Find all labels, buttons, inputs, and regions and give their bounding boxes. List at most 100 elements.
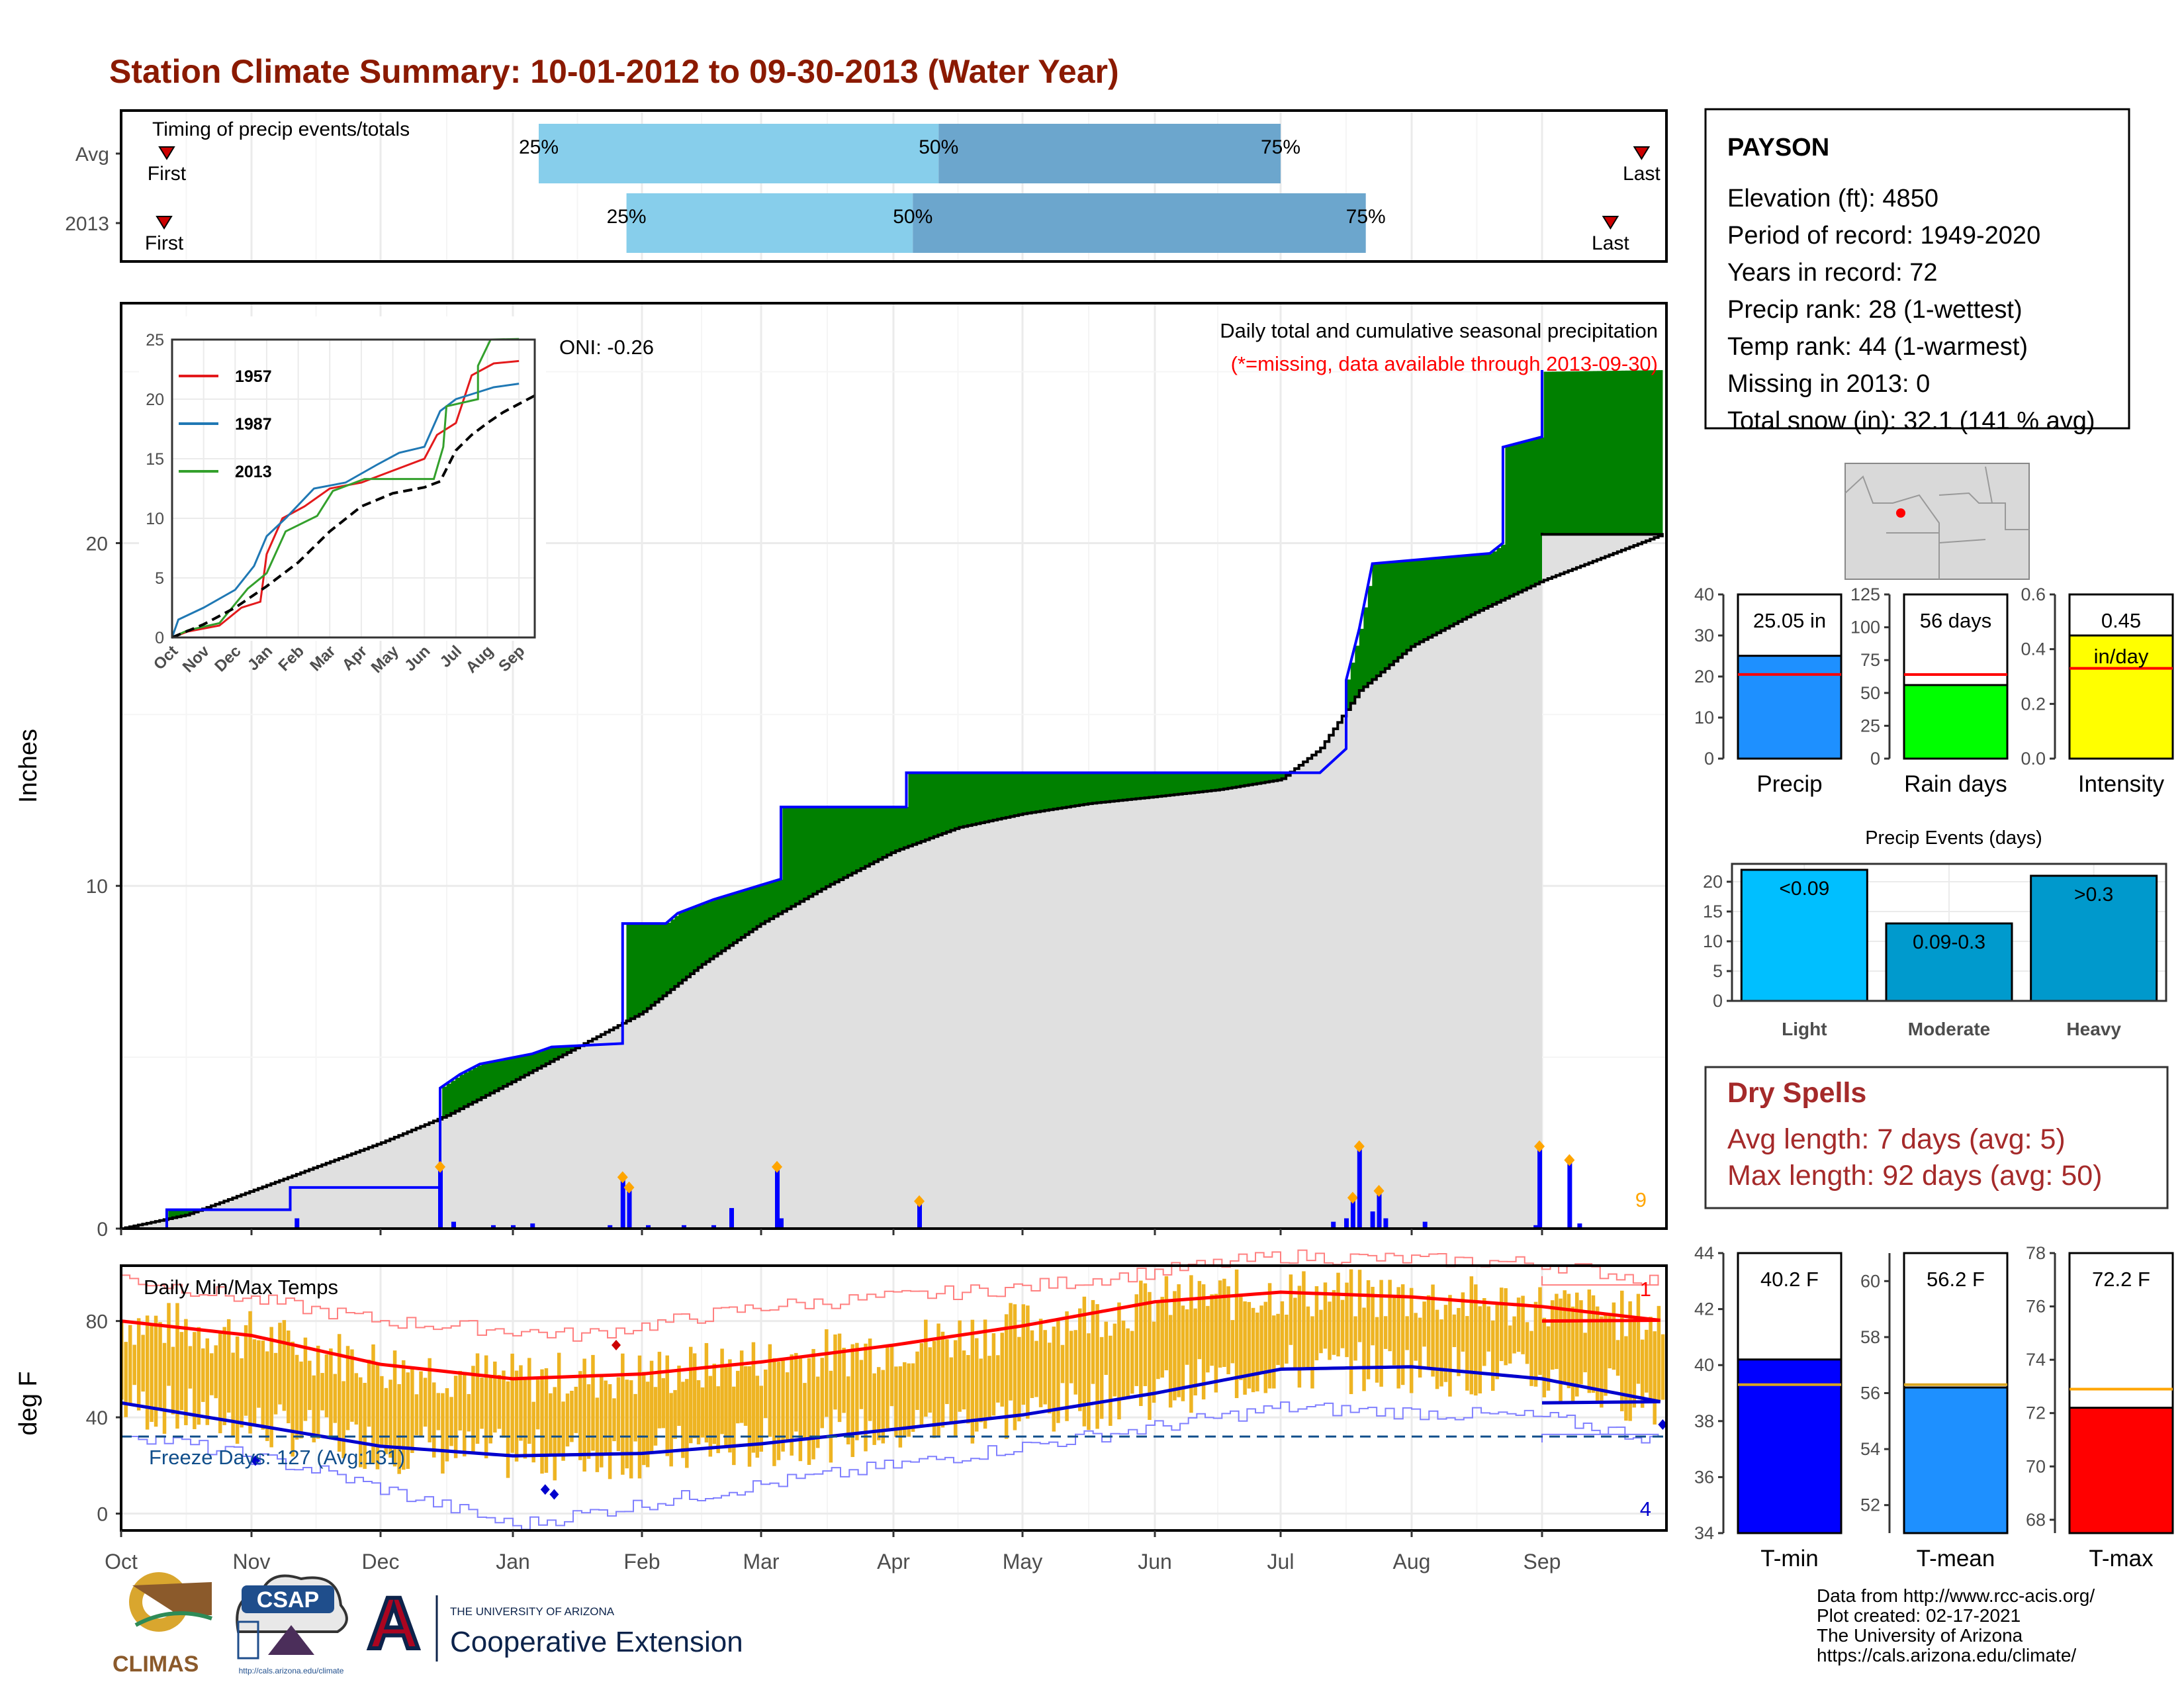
first-marker: [158, 146, 175, 160]
station-info-line: Precip rank: 28 (1-wettest): [1727, 296, 2023, 324]
events-bar-label: <0.09: [1779, 878, 1829, 900]
month-tick-label: Jun: [1138, 1550, 1172, 1573]
daily-temp-range-bar: [1591, 1295, 1596, 1393]
surplus-fill: [729, 894, 734, 946]
surplus-fill: [912, 773, 917, 845]
daily-temp-range-bar: [794, 1352, 798, 1432]
surplus-fill: [533, 1053, 538, 1071]
daily-temp-range-bar: [772, 1358, 776, 1466]
daily-temp-range-bar: [1392, 1297, 1396, 1366]
temp-count-top: 1: [1640, 1278, 1651, 1301]
daily-temp-range-bar: [815, 1376, 820, 1448]
daily-temp-range-bar: [458, 1370, 462, 1430]
daily-temp-range-bar: [1306, 1306, 1310, 1370]
daily-temp-range-bar: [665, 1355, 669, 1456]
surplus-fill: [778, 880, 783, 914]
daily-temp-range-bar: [484, 1355, 488, 1459]
surplus-fill: [1424, 559, 1429, 640]
surplus-fill: [1019, 773, 1024, 815]
precip-total-chart: 0 10 20 30 40 25.05 in Precip: [1694, 585, 1843, 797]
month-tick-label: Feb: [623, 1550, 660, 1573]
daily-precip-bar: [1344, 1218, 1349, 1229]
surplus-fill: [529, 1054, 534, 1073]
surplus-fill: [1101, 773, 1107, 802]
daily-precip-bar: [646, 1225, 651, 1229]
daily-temp-range-bar: [1234, 1269, 1239, 1399]
surplus-fill: [1248, 773, 1253, 785]
surplus-fill: [1385, 562, 1390, 669]
daily-temp-range-bar: [1555, 1293, 1559, 1370]
daily-temp-range-bar: [523, 1378, 527, 1459]
inset-x-tick-label: Apr: [339, 642, 371, 674]
surplus-fill: [1114, 773, 1119, 801]
daily-temp-range-bar: [549, 1393, 553, 1454]
daily-temp-range-bar: [1143, 1283, 1148, 1386]
surplus-fill: [976, 773, 981, 824]
daily-temp-range-bar: [700, 1387, 705, 1438]
daily-temp-range-bar: [1323, 1282, 1328, 1349]
daily-temp-range-bar: [1353, 1316, 1357, 1361]
daily-temp-range-bar: [1426, 1295, 1431, 1368]
surplus-fill: [749, 888, 754, 932]
daily-temp-range-bar: [578, 1371, 582, 1460]
daily-temp-range-bar: [924, 1319, 928, 1417]
timing-p75-label: 75%: [1346, 206, 1386, 228]
surplus-fill: [852, 807, 857, 873]
month-tick-label: Sep: [1524, 1550, 1561, 1573]
month-tick-label: May: [1003, 1550, 1042, 1573]
precip-total-x-label: Precip: [1756, 771, 1822, 797]
daily-temp-range-bar: [591, 1354, 595, 1451]
daily-temp-range-bar: [1628, 1301, 1632, 1421]
daily-temp-range-bar: [1230, 1320, 1235, 1364]
daily-temp-range-bar: [1533, 1301, 1538, 1387]
daily-temp-range-bar: [410, 1368, 414, 1453]
daily-temp-range-bar: [1251, 1307, 1255, 1393]
inset-x-tick-label: Jun: [401, 642, 433, 675]
freeze-days-label: Freeze Days: 127 (Avg:131): [149, 1446, 405, 1469]
surplus-fill: [698, 905, 703, 968]
daily-temp-range-bar: [1452, 1314, 1457, 1348]
daily-temp-range-bar: [544, 1368, 549, 1473]
daily-temp-range-bar: [324, 1354, 329, 1418]
daily-temp-range-bar: [497, 1374, 502, 1429]
surplus-fill: [1097, 773, 1102, 803]
surplus-fill: [635, 923, 640, 1017]
surplus-fill: [791, 807, 796, 907]
daily-temp-range-bar: [653, 1387, 658, 1446]
daily-temp-range-bar: [1529, 1331, 1533, 1386]
surplus-fill: [1551, 371, 1557, 577]
precip-title: Daily total and cumulative seasonal prec…: [1220, 319, 1658, 342]
surplus-fill: [1625, 370, 1630, 549]
surplus-fill: [1092, 773, 1097, 804]
daily-temp-range-bar: [991, 1333, 996, 1416]
daily-temp-range-bar: [320, 1373, 324, 1411]
surplus-fill: [984, 773, 989, 822]
daily-temp-range-bar: [1583, 1333, 1587, 1373]
daily-temp-range-bar: [1383, 1316, 1388, 1349]
surplus-fill: [485, 1062, 491, 1096]
record-low-marker: [1658, 1419, 1668, 1430]
surplus-fill: [1479, 554, 1484, 611]
daily-temp-range-bar: [1478, 1306, 1482, 1393]
inset-y-tick-label: 10: [146, 510, 164, 528]
station-info-line: Missing in 2013: 0: [1727, 370, 1930, 398]
t-max-y-tick-label: 68: [2026, 1510, 2046, 1530]
daily-temp-range-bar: [1435, 1309, 1439, 1389]
intensity-x-label: Intensity: [2078, 771, 2165, 797]
daily-temp-range-bar: [669, 1393, 673, 1467]
daily-temp-range-bar: [1173, 1291, 1177, 1401]
surplus-fill: [1178, 773, 1183, 794]
daily-temp-range-bar: [704, 1342, 709, 1443]
daily-temp-range-bar: [502, 1370, 506, 1438]
daily-temp-range-bar: [776, 1362, 781, 1460]
daily-temp-range-bar: [337, 1334, 341, 1452]
surplus-fill: [1646, 370, 1651, 541]
daily-temp-range-bar: [1521, 1295, 1525, 1354]
daily-temp-range-bar: [1134, 1294, 1139, 1386]
surplus-fill: [1445, 557, 1450, 629]
surplus-fill: [997, 773, 1003, 820]
credit-line: Data from http://www.rcc-acis.org/: [1817, 1585, 2095, 1606]
daily-temp-range-bar: [996, 1355, 1000, 1403]
daily-temp-range-bar: [273, 1352, 278, 1415]
surplus-fill: [1277, 773, 1283, 780]
